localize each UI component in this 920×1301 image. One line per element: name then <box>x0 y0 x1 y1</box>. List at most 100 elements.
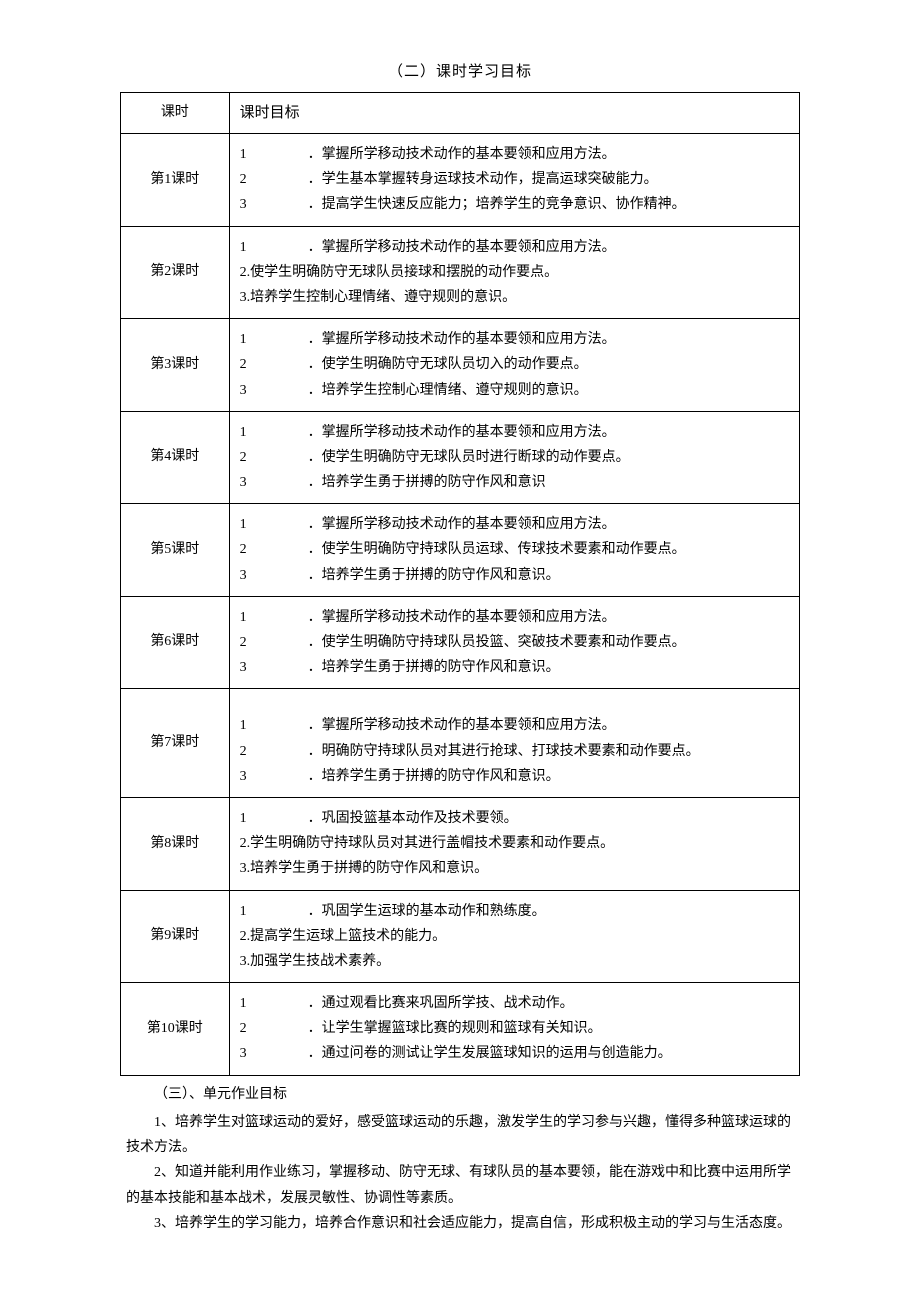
goal-spacer <box>258 167 308 192</box>
goal-spacer <box>258 537 308 562</box>
goals-cell: 1．掌握所学移动技术动作的基本要领和应用方法。2 ．使学生明确防守持球队员运球、传… <box>229 504 799 597</box>
goal-line: 2.学生明确防守持球队员对其进行盖帽技术要素和动作要点。 <box>240 831 789 856</box>
goal-line: 3．培养学生控制心理情绪、遵守规则的意识。 <box>240 378 789 403</box>
table-row: 第2课时 1．掌握所学移动技术动作的基本要领和应用方法。 2.使学生明确防守无球队员… <box>121 226 800 319</box>
goal-line: 2 ．使学生明确防守持球队员运球、传球技术要素和动作要点。 <box>240 537 789 562</box>
goal-number: 1 <box>240 327 258 352</box>
goal-text: ．使学生明确防守无球队员切入的动作要点。 <box>308 352 789 377</box>
goal-text: ．巩固学生运球的基本动作和熟练度。 <box>308 899 789 924</box>
goals-cell: 1．巩固学生运球的基本动作和熟练度。2.提高学生运球上篮技术的能力。3.加强学生… <box>229 890 799 983</box>
goal-text: ．学生基本掌握转身运球技术动作，提高运球突破能力。 <box>308 167 789 192</box>
goal-text: ．提高学生快速反应能力；培养学生的竞争意识、协作精神。 <box>308 192 789 217</box>
lesson-cell: 第2课时 <box>121 226 230 319</box>
goal-line: 3．培养学生勇于拼搏的防守作风和意识。 <box>240 563 789 588</box>
goal-text: ．通过观看比赛来巩固所学技、战术动作。 <box>308 991 789 1016</box>
goal-line: 2．明确防守持球队员对其进行抢球、打球技术要素和动作要点。 <box>240 739 789 764</box>
goal-number: 2 <box>240 1016 258 1041</box>
goal-spacer <box>258 470 308 495</box>
goal-text: ．培养学生控制心理情绪、遵守规则的意识。 <box>308 378 789 403</box>
goal-line: 3 ．通过问卷的测试让学生发展篮球知识的运用与创造能力。 <box>240 1041 789 1066</box>
goal-text: ．掌握所学移动技术动作的基本要领和应用方法。 <box>308 605 789 630</box>
goal-text: ．掌握所学移动技术动作的基本要领和应用方法。 <box>308 327 789 352</box>
goal-number: 2. <box>240 265 251 280</box>
goal-spacer <box>258 192 308 217</box>
goal-spacer <box>258 142 308 167</box>
goal-number: 1 <box>240 806 258 831</box>
post-heading: （三）、单元作业目标 <box>126 1084 794 1106</box>
header-lesson: 课时 <box>121 93 230 134</box>
goal-text: ．通过问卷的测试让学生发展篮球知识的运用与创造能力。 <box>308 1041 789 1066</box>
goals-cell: 1．掌握所学移动技术动作的基本要领和应用方法。2．明确防守持球队员对其进行抢球、… <box>229 689 799 798</box>
table-row: 第3课时 1 ．掌握所学移动技术动作的基本要领和应用方法。2．使学生明确防守无球队员… <box>121 319 800 412</box>
goals-cell: 1 ．掌握所学移动技术动作的基本要领和应用方法。2．使学生明确防守无球队员切入的动… <box>229 319 799 412</box>
goal-line: 2．学生基本掌握转身运球技术动作，提高运球突破能力。 <box>240 167 789 192</box>
goal-spacer <box>258 1016 308 1041</box>
lesson-cell: 第1课时 <box>121 134 230 227</box>
goal-text: ．培养学生勇于拼搏的防守作风和意识。 <box>308 563 789 588</box>
goal-text: ．明确防守持球队员对其进行抢球、打球技术要素和动作要点。 <box>308 739 789 764</box>
goal-line: 2．使学生明确防守无球队员切入的动作要点。 <box>240 352 789 377</box>
goal-number: 2. <box>240 929 251 944</box>
goals-cell: 1．巩固投篮基本动作及技术要领。2.学生明确防守持球队员对其进行盖帽技术要素和动… <box>229 797 799 890</box>
goal-line: 1 ．掌握所学移动技术动作的基本要领和应用方法。 <box>240 327 789 352</box>
table-row: 第4课时1．掌握所学移动技术动作的基本要领和应用方法。2．使学生明确防守无球队员… <box>121 411 800 504</box>
goal-line: 3．培养学生勇于拼搏的防守作风和意识。 <box>240 655 789 680</box>
table-header-row: 课时 课时目标 <box>121 93 800 134</box>
goal-number: 2 <box>240 445 258 470</box>
goal-number: 1 <box>240 420 258 445</box>
table-row: 第7课时1．掌握所学移动技术动作的基本要领和应用方法。2．明确防守持球队员对其进… <box>121 689 800 798</box>
lesson-cell: 第10课时 <box>121 983 230 1076</box>
goal-line: 2．使学生明确防守无球队员时进行断球的动作要点。 <box>240 445 789 470</box>
goal-text: 使学生明确防守无球队员接球和摆脱的动作要点。 <box>250 265 558 280</box>
post-paragraph: 2、知道并能利用作业练习，掌握移动、防守无球、有球队员的基本要领，能在游戏中和比… <box>126 1160 794 1210</box>
goal-number: 1 <box>240 991 258 1016</box>
section-title: （二）课时学习目标 <box>120 60 800 84</box>
goal-text: ．使学生明确防守持球队员投篮、突破技术要素和动作要点。 <box>308 630 789 655</box>
goal-text: ．掌握所学移动技术动作的基本要领和应用方法。 <box>308 235 789 260</box>
table-row: 第6课时1．掌握所学移动技术动作的基本要领和应用方法。2．使学生明确防守持球队员… <box>121 596 800 689</box>
goal-number: 1 <box>240 899 258 924</box>
post-paragraph: 1、培养学生对篮球运动的爱好，感受篮球运动的乐趣，激发学生的学习参与兴趣，懂得多… <box>126 1110 794 1160</box>
goal-number: 1 <box>240 142 258 167</box>
lesson-goals-table: 课时 课时目标 第1课时1．掌握所学移动技术动作的基本要领和应用方法。2．学生基… <box>120 92 800 1076</box>
goal-text: ．使学生明确防守持球队员运球、传球技术要素和动作要点。 <box>308 537 789 562</box>
table-row: 第9课时1．巩固学生运球的基本动作和熟练度。2.提高学生运球上篮技术的能力。3.… <box>121 890 800 983</box>
goal-text: ．培养学生勇于拼搏的防守作风和意识。 <box>308 764 789 789</box>
goal-number: 2. <box>240 836 251 851</box>
goal-number: 3 <box>240 192 258 217</box>
goals-cell: 1 ．通过观看比赛来巩固所学技、战术动作。 2 ．让学生掌握篮球比赛的规则和篮球有关知… <box>229 983 799 1076</box>
lesson-cell: 第4课时 <box>121 411 230 504</box>
goal-line: 1．掌握所学移动技术动作的基本要领和应用方法。 <box>240 235 789 260</box>
lesson-cell: 第3课时 <box>121 319 230 412</box>
goal-text: 培养学生勇于拼搏的防守作风和意识。 <box>250 861 488 876</box>
goal-line: 2.提高学生运球上篮技术的能力。 <box>240 924 789 949</box>
goals-cell: 1．掌握所学移动技术动作的基本要领和应用方法。2．使学生明确防守无球队员时进行断… <box>229 411 799 504</box>
goal-line: 3．培养学生勇于拼搏的防守作风和意识 <box>240 470 789 495</box>
goal-number: 3 <box>240 1041 258 1066</box>
goal-spacer <box>258 563 308 588</box>
goal-spacer <box>258 739 308 764</box>
goal-number: 3 <box>240 655 258 680</box>
goal-number: 1 <box>240 713 258 738</box>
table-row: 第5课时 1．掌握所学移动技术动作的基本要领和应用方法。2 ．使学生明确防守持球队员… <box>121 504 800 597</box>
goal-spacer <box>258 630 308 655</box>
goal-spacer <box>258 991 308 1016</box>
goal-line: 1 ．巩固学生运球的基本动作和熟练度。 <box>240 899 789 924</box>
lesson-cell: 第5课时 <box>121 504 230 597</box>
goal-line: 1．掌握所学移动技术动作的基本要领和应用方法。 <box>240 512 789 537</box>
goal-line: 2．使学生明确防守持球队员投篮、突破技术要素和动作要点。 <box>240 630 789 655</box>
goal-number: 2 <box>240 537 258 562</box>
goal-number: 3 <box>240 470 258 495</box>
goal-line: 2 ．让学生掌握篮球比赛的规则和篮球有关知识。 <box>240 1016 789 1041</box>
goal-text: 培养学生控制心理情绪、遵守规则的意识。 <box>250 290 516 305</box>
goal-text: ．掌握所学移动技术动作的基本要领和应用方法。 <box>308 512 789 537</box>
goal-spacer <box>258 445 308 470</box>
goal-line: 1．掌握所学移动技术动作的基本要领和应用方法。 <box>240 142 789 167</box>
goal-spacer <box>258 512 308 537</box>
table-row: 第8课时1．巩固投篮基本动作及技术要领。2.学生明确防守持球队员对其进行盖帽技术… <box>121 797 800 890</box>
goal-spacer <box>258 327 308 352</box>
goal-number: 3. <box>240 954 251 969</box>
post-paragraph: 3、培养学生的学习能力，培养合作意识和社会适应能力，提高自信，形成积极主动的学习… <box>126 1211 794 1236</box>
goal-text: ．让学生掌握篮球比赛的规则和篮球有关知识。 <box>308 1016 789 1041</box>
goal-line: 3.培养学生控制心理情绪、遵守规则的意识。 <box>240 285 789 310</box>
